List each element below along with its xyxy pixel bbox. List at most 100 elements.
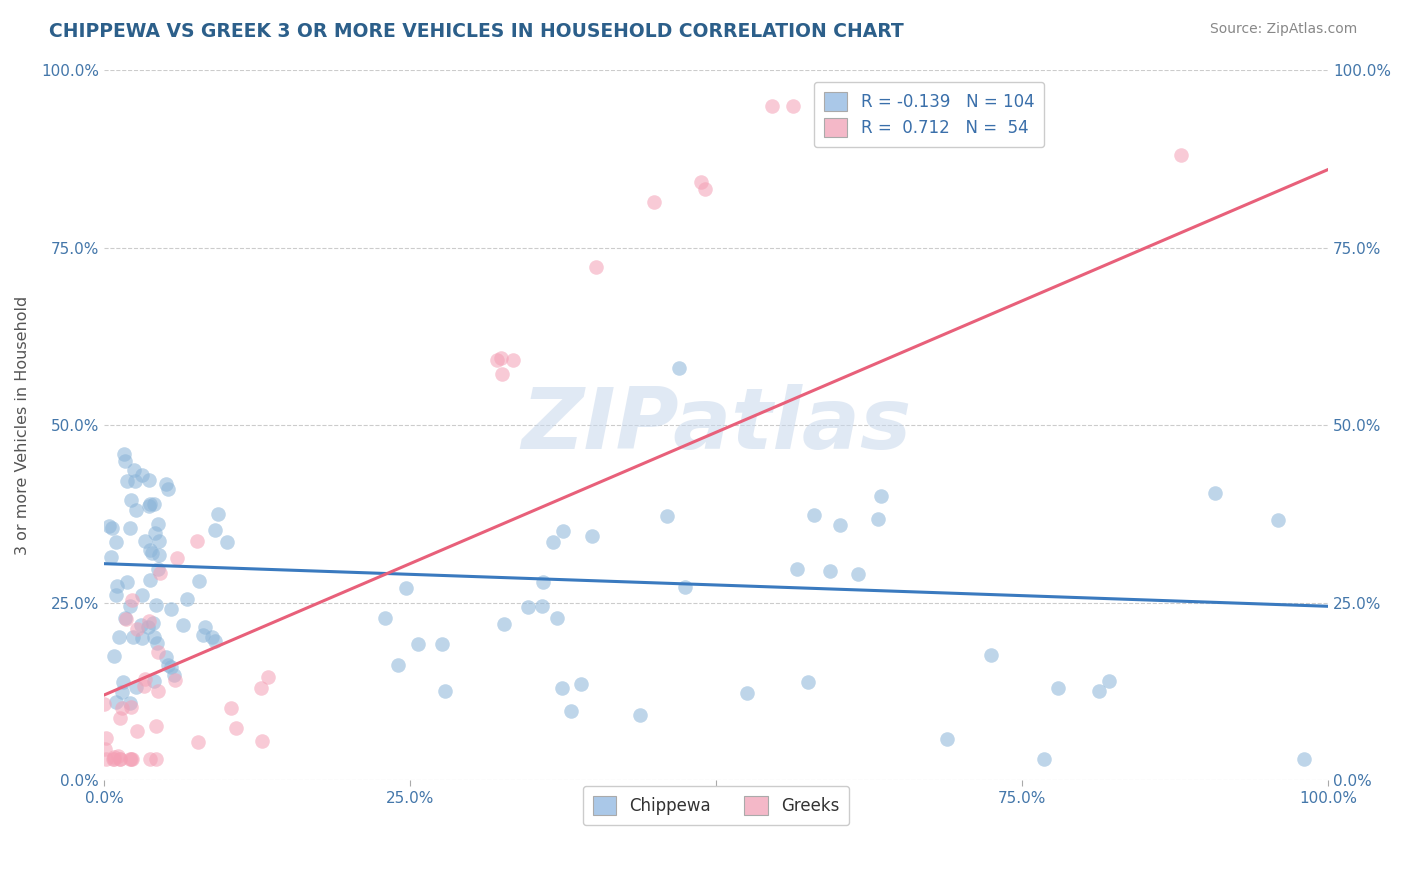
Point	[546, 611, 568, 625]
Point	[207, 507, 229, 521]
Text: Source: ZipAtlas.com: Source: ZipAtlas.com	[1209, 22, 1357, 37]
Point	[132, 679, 155, 693]
Point	[120, 752, 142, 766]
Point	[689, 175, 711, 189]
Point	[118, 521, 141, 535]
Point	[103, 649, 125, 664]
Text: CHIPPEWA VS GREEK 3 OR MORE VEHICLES IN HOUSEHOLD CORRELATION CHART: CHIPPEWA VS GREEK 3 OR MORE VEHICLES IN …	[49, 22, 904, 41]
Point	[121, 593, 143, 607]
Point	[215, 535, 238, 549]
Point	[1170, 148, 1192, 162]
Point	[845, 98, 868, 112]
Point	[131, 618, 153, 632]
Point	[105, 579, 128, 593]
Point	[492, 616, 515, 631]
Point	[120, 492, 142, 507]
Point	[131, 468, 153, 483]
Point	[107, 631, 129, 645]
Point	[187, 735, 209, 749]
Point	[166, 550, 188, 565]
Point	[127, 622, 149, 636]
Point	[782, 98, 804, 112]
Point	[581, 529, 603, 543]
Point	[430, 637, 453, 651]
Point	[374, 610, 396, 624]
Point	[786, 562, 808, 576]
Point	[138, 473, 160, 487]
Point	[250, 681, 273, 695]
Point	[103, 752, 125, 766]
Point	[186, 534, 208, 549]
Point	[155, 476, 177, 491]
Point	[101, 521, 124, 535]
Point	[122, 463, 145, 477]
Point	[146, 516, 169, 531]
Point	[124, 474, 146, 488]
Point	[1294, 752, 1316, 766]
Point	[219, 701, 242, 715]
Point	[111, 700, 134, 714]
Point	[256, 670, 278, 684]
Point	[191, 628, 214, 642]
Point	[883, 98, 905, 112]
Point	[108, 711, 131, 725]
Point	[551, 681, 574, 695]
Point	[1032, 752, 1054, 766]
Point	[898, 98, 921, 112]
Point	[673, 581, 696, 595]
Point	[828, 518, 851, 533]
Point	[668, 361, 690, 376]
Y-axis label: 3 or more Vehicles in Household: 3 or more Vehicles in Household	[15, 295, 30, 555]
Point	[93, 697, 115, 711]
Point	[121, 752, 143, 766]
Point	[145, 719, 167, 733]
Point	[105, 588, 128, 602]
Point	[543, 535, 565, 549]
Point	[100, 549, 122, 564]
Point	[870, 489, 893, 503]
Point	[387, 657, 409, 672]
Point	[139, 543, 162, 558]
Point	[94, 752, 117, 766]
Point	[935, 731, 957, 746]
Point	[225, 721, 247, 735]
Point	[628, 708, 651, 723]
Point	[204, 633, 226, 648]
Point	[138, 614, 160, 628]
Point	[134, 533, 156, 548]
Point	[117, 575, 139, 590]
Point	[163, 673, 186, 688]
Point	[156, 657, 179, 672]
Point	[485, 352, 508, 367]
Point	[866, 512, 889, 526]
Point	[846, 567, 869, 582]
Point	[194, 620, 217, 634]
Point	[145, 752, 167, 766]
Point	[142, 497, 165, 511]
Point	[104, 695, 127, 709]
Point	[146, 562, 169, 576]
Point	[145, 598, 167, 612]
Point	[118, 752, 141, 766]
Point	[149, 566, 172, 580]
Point	[103, 750, 125, 764]
Point	[489, 351, 512, 366]
Point	[803, 508, 825, 522]
Point	[585, 260, 607, 274]
Point	[1267, 513, 1289, 527]
Point	[516, 599, 538, 614]
Point	[143, 630, 166, 644]
Point	[735, 686, 758, 700]
Point	[107, 748, 129, 763]
Point	[146, 636, 169, 650]
Point	[105, 535, 128, 549]
Text: ZIPatlas: ZIPatlas	[522, 384, 911, 467]
Point	[148, 548, 170, 562]
Point	[108, 752, 131, 766]
Point	[491, 367, 513, 381]
Point	[114, 612, 136, 626]
Point	[97, 518, 120, 533]
Point	[138, 619, 160, 633]
Point	[796, 674, 818, 689]
Point	[131, 589, 153, 603]
